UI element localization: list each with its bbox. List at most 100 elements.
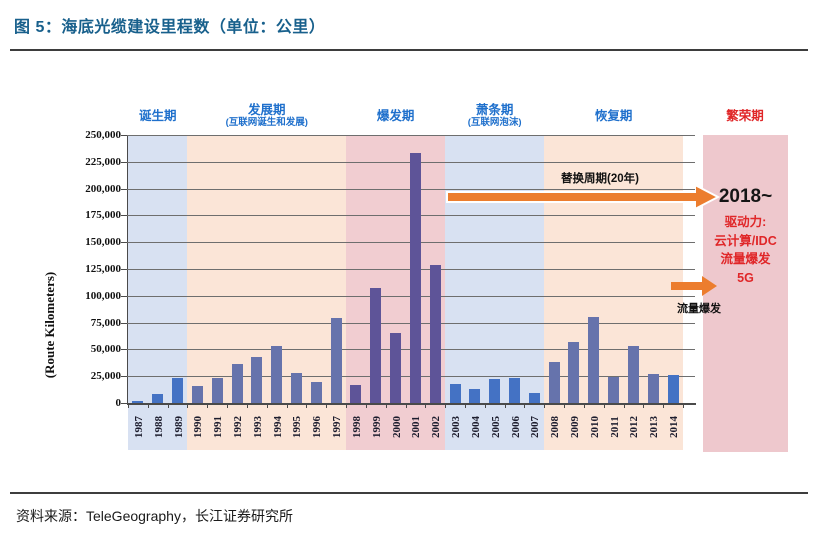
x-tick-label-1996: 1996 <box>311 416 324 438</box>
x-tick-label-2014: 2014 <box>668 416 681 438</box>
replacement-cycle-label: 替换周期(20年) <box>561 173 639 185</box>
period-label-text: 萧条期 <box>475 103 514 117</box>
bar-1997 <box>330 318 342 403</box>
y-tick-label: 0 <box>115 397 122 409</box>
bar-2005 <box>489 379 501 403</box>
y-axis-tick <box>121 322 127 324</box>
x-tick-label-2002: 2002 <box>430 416 443 438</box>
boom-drivers: 驱动力: 云计算/IDC 流量爆发 5G <box>701 213 790 287</box>
period-label-text: 恢复期 <box>594 108 633 123</box>
x-axis-tick <box>623 404 625 408</box>
x-axis-tick <box>603 404 605 408</box>
x-axis-tick <box>524 404 526 408</box>
bar-2000 <box>390 333 402 403</box>
bar-2007 <box>528 393 540 403</box>
x-tick-label-1988: 1988 <box>152 416 165 438</box>
y-axis-tick <box>121 403 127 404</box>
traffic-burst-arrow <box>671 276 717 296</box>
x-tick-label-2007: 2007 <box>529 416 542 438</box>
y-tick-label: 250,000 <box>85 129 121 141</box>
period-sublabel-text: (互联网泡沫) <box>467 117 522 128</box>
x-tick-label-2009: 2009 <box>568 416 581 438</box>
x-tick-label-2008: 2008 <box>549 416 562 438</box>
bar-1990 <box>191 385 203 403</box>
x-axis-tick <box>405 404 407 408</box>
y-axis-tick <box>121 188 127 190</box>
x-axis-tick <box>167 404 169 408</box>
y-tick-label: 225,000 <box>85 155 121 168</box>
y-axis-tick <box>121 242 127 244</box>
y-tick-label: 175,000 <box>85 209 121 222</box>
y-axis-tick <box>121 295 127 297</box>
bar-2010 <box>588 317 600 403</box>
x-axis-tick <box>147 404 149 408</box>
submarine-cable-bar-chart: (Route Kilometers) 繁荣期 替换周期(20年) 流量爆发 20… <box>0 56 818 486</box>
x-tick-label-2013: 2013 <box>648 416 661 438</box>
replacement-cycle-arrow <box>446 183 721 211</box>
x-tick-label-1995: 1995 <box>291 416 304 438</box>
bar-1992 <box>231 364 243 403</box>
boom-driver-line: 流量爆发 <box>720 252 771 266</box>
bar-1988 <box>152 394 164 403</box>
x-axis-tick <box>187 404 189 408</box>
x-axis-tick <box>464 404 466 408</box>
x-tick-label-1992: 1992 <box>232 416 245 438</box>
y-tick-label: 25,000 <box>90 370 121 383</box>
x-tick-label-2006: 2006 <box>509 416 522 438</box>
x-axis-tick <box>504 404 506 408</box>
x-axis-tick <box>326 404 328 408</box>
bar-2012 <box>627 346 639 403</box>
x-axis-tick <box>643 404 645 408</box>
x-axis-tick <box>484 404 486 408</box>
x-tick-label-2003: 2003 <box>450 416 463 438</box>
bar-2009 <box>568 341 580 403</box>
bar-2003 <box>449 383 461 403</box>
y-axis-tick <box>121 135 127 136</box>
x-axis-tick <box>286 404 288 408</box>
period-label-text: 爆发期 <box>376 108 415 123</box>
x-tick-label-1990: 1990 <box>192 416 205 438</box>
bar-1995 <box>290 372 302 403</box>
traffic-burst-label: 流量爆发 <box>677 303 721 315</box>
x-tick-label-1997: 1997 <box>331 416 344 438</box>
bar-2014 <box>667 375 679 403</box>
boom-driver-line: 驱动力: <box>724 215 767 229</box>
period-sublabel-text: (互联网诞生和发展) <box>225 117 308 128</box>
x-axis-tick <box>128 404 129 408</box>
y-tick-label: 75,000 <box>90 316 121 329</box>
x-tick-label-1999: 1999 <box>370 416 383 438</box>
y-tick-label: 150,000 <box>85 236 121 249</box>
bar-2002 <box>429 264 441 403</box>
boom-period-panel <box>703 135 788 452</box>
period-label-5: 恢复期 <box>595 97 633 134</box>
x-axis-tick <box>425 404 427 408</box>
y-axis-tick <box>121 349 127 351</box>
x-axis-tick <box>544 404 546 408</box>
bar-1987 <box>132 400 144 403</box>
y-tick-label: 50,000 <box>90 343 121 356</box>
x-axis-tick <box>663 404 665 408</box>
bar-2006 <box>509 378 521 403</box>
x-axis-tick <box>365 404 367 408</box>
x-axis-tick <box>346 404 348 408</box>
x-axis-line <box>127 403 696 405</box>
x-tick-label-1993: 1993 <box>251 416 264 438</box>
x-axis-tick <box>683 404 684 408</box>
x-tick-label-2012: 2012 <box>628 416 641 438</box>
period-label-4: 萧条期 (互联网泡沫) <box>468 97 522 134</box>
gridline <box>127 135 695 136</box>
source-note: 资料来源：TeleGeography，长江证券研究所 <box>16 508 293 524</box>
period-label-boom: 繁荣期 <box>726 97 764 134</box>
x-axis-tick <box>445 404 447 408</box>
y-axis-tick <box>121 161 127 163</box>
x-tick-label-2000: 2000 <box>390 416 403 438</box>
y-axis-tick <box>121 215 127 217</box>
period-label-boom-text: 繁荣期 <box>726 108 764 123</box>
bar-1991 <box>211 378 223 403</box>
x-tick-label-2001: 2001 <box>410 416 423 438</box>
x-axis-tick <box>564 404 566 408</box>
bar-2001 <box>409 153 421 403</box>
bar-1989 <box>172 378 184 403</box>
x-tick-label-2005: 2005 <box>489 416 502 438</box>
